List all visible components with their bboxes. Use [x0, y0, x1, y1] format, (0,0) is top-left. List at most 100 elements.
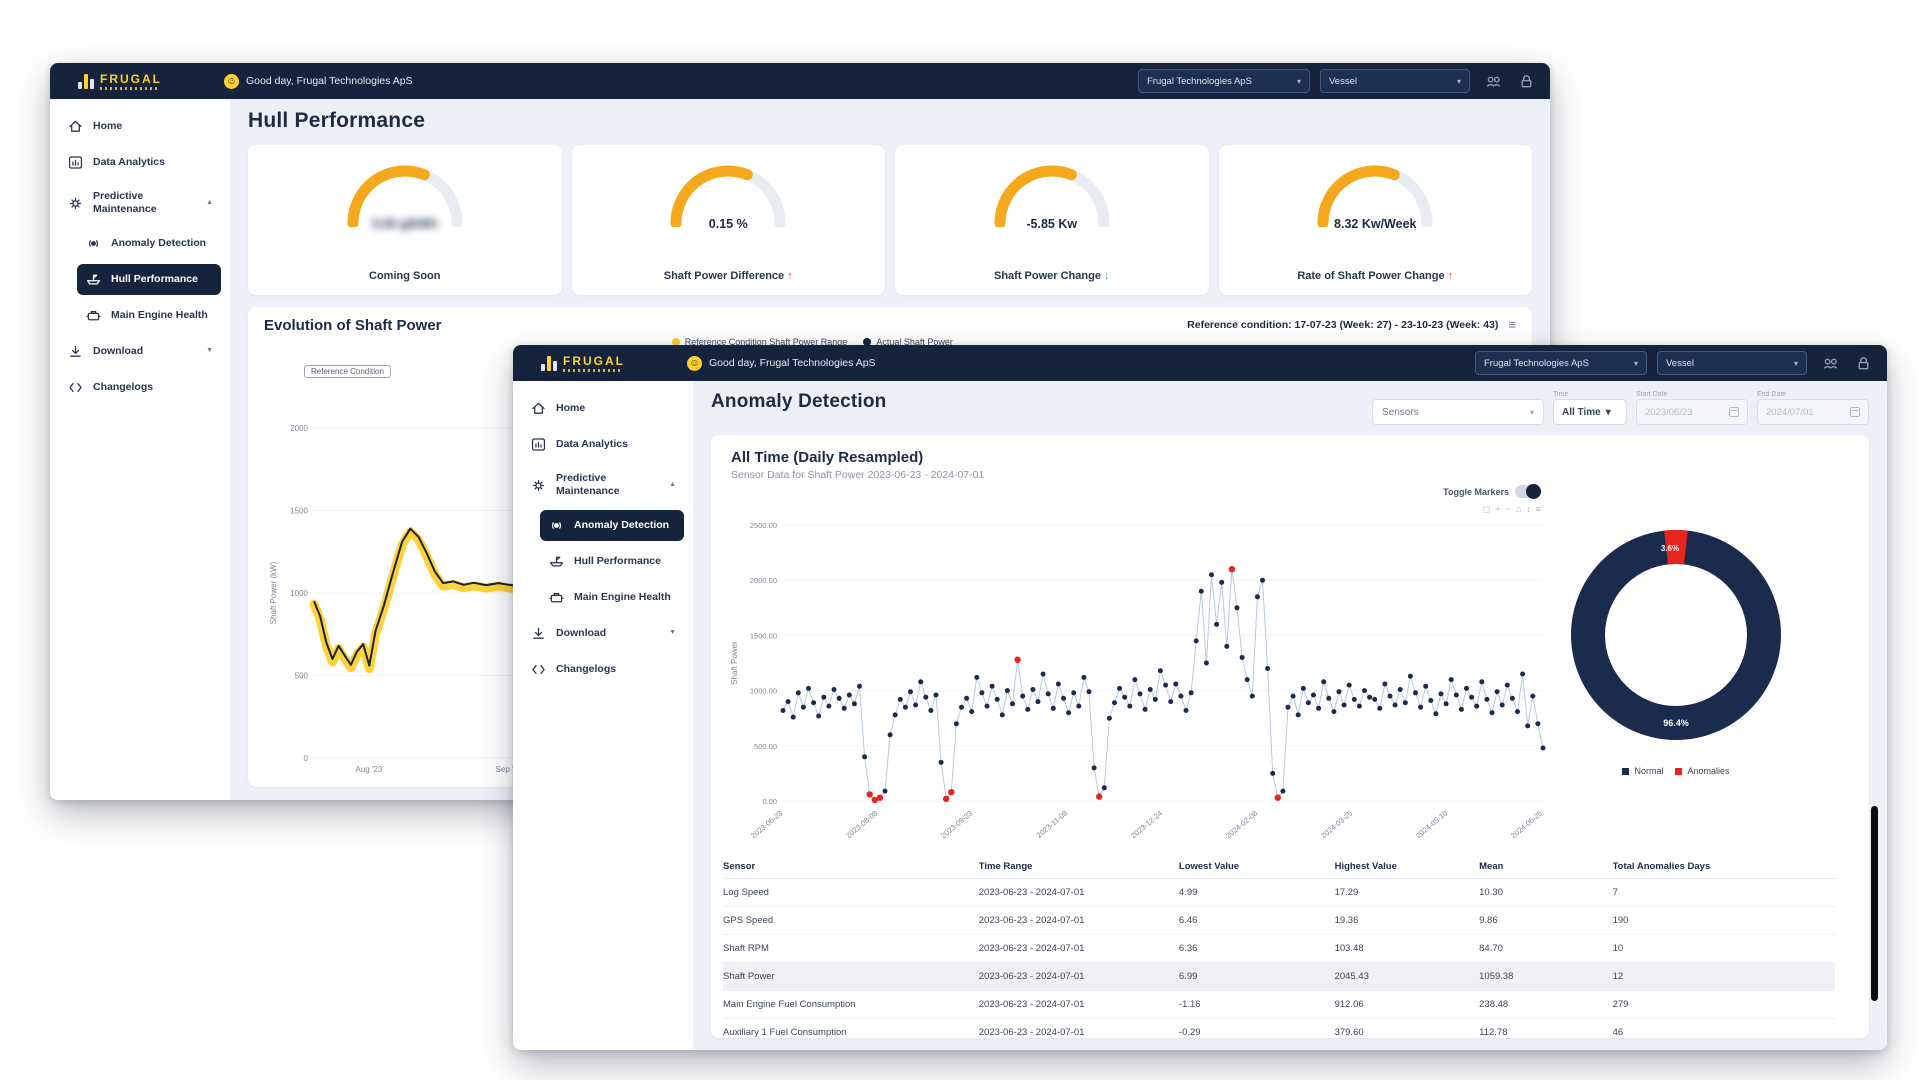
gauge-value: 8.32 Kw/Week [1334, 217, 1417, 231]
sidebar-item-hull-performance[interactable]: Hull Performance [77, 264, 221, 296]
gauge-card: 8.32 Kw/Week Rate of Shaft Power Change ↑ [1218, 145, 1532, 295]
menu-icon[interactable]: ≡ [1508, 317, 1516, 332]
column-header: Mean [1479, 861, 1504, 872]
gauge-value: -5.85 Kw [1026, 217, 1078, 231]
cell: -1.16 [1178, 999, 1201, 1010]
cell: 2023-06-23 - 2024-07-01 [978, 971, 1085, 982]
greeting-text: Good day, Frugal Technologies ApS [246, 75, 413, 87]
page-title: Hull Performance [248, 109, 426, 132]
sidebar-item-changelogs[interactable]: Changelogs [522, 654, 684, 685]
lock-icon[interactable] [1854, 354, 1873, 373]
front-topbar: FRUGAL ☺ Good day, Frugal Technologies A… [513, 345, 1887, 381]
company-select[interactable]: Frugal Technologies ApS ▾ [1475, 351, 1647, 375]
frugal-logo: FRUGAL [541, 355, 625, 372]
engine-icon [549, 593, 564, 603]
start-date-input[interactable]: 2023/06/23 [1636, 399, 1748, 425]
sidebar-item-label: Download [93, 345, 144, 358]
zoom-out-icon[interactable]: − [1505, 504, 1511, 514]
end-date-input[interactable]: 2024/07/01 [1757, 399, 1869, 425]
cell: 6.46 [1178, 915, 1198, 926]
menu-icon[interactable]: ≡ [1535, 504, 1541, 514]
frugal-logo: FRUGAL [78, 73, 162, 90]
home-icon[interactable]: ⌂ [1515, 504, 1522, 514]
sidebar-item-predictive-maintenance[interactable]: Predictive Maintenance ▲ [59, 183, 221, 223]
gauge-card: -5.85 Kw Shaft Power Change ↓ [895, 145, 1209, 295]
home-icon [532, 402, 545, 414]
sidebar-item-anomaly-detection[interactable]: Anomaly Detection [540, 510, 684, 542]
legend-label: Reference Condition Shaft Power Range [684, 337, 848, 347]
cell: 103.48 [1334, 943, 1364, 954]
sidebar-item-hull-performance[interactable]: Hull Performance [540, 546, 684, 577]
sidebar-item-download[interactable]: Download ▼ [59, 336, 221, 367]
table-row[interactable]: GPS Speed 2023-06-23 - 2024-07-01 6.46 19.3… [723, 907, 1835, 935]
table-row[interactable]: Main Engine Fuel Consumption 2023-06-23 -… [723, 991, 1835, 1019]
legend-item[interactable]: Reference Condition Shaft Power Range [671, 337, 848, 347]
svg-text:Sep '23: Sep '23 [496, 765, 523, 774]
table-header-row: Sensor Time Range Lowest Value Highest Valu… [723, 855, 1835, 879]
sidebar-item-main-engine-health[interactable]: Main Engine Health [77, 300, 221, 331]
sidebar-item-data-analytics[interactable]: Data Analytics [59, 147, 221, 178]
scatter-chart[interactable]: 2500.00 2000.00 1500.00 1000.00 500.00 0.00 Sh… [725, 509, 1547, 859]
svg-text:0.00: 0.00 [762, 797, 777, 806]
sidebar-item-home[interactable]: Home [522, 393, 684, 424]
sidebar-item-label: Home [93, 119, 123, 132]
trend-up-icon: ↑ [1447, 270, 1454, 282]
lock-icon[interactable] [1517, 72, 1536, 91]
cell: 2045.43 [1334, 971, 1369, 982]
legend-item[interactable]: Anomalies [1675, 766, 1730, 776]
cell: 2023-06-23 - 2024-07-01 [978, 1027, 1085, 1038]
sidebar-item-download[interactable]: Download ▼ [522, 618, 684, 649]
logo-text: FRUGAL [100, 71, 162, 86]
cell: 19.36 [1334, 915, 1359, 926]
sidebar-item-main-engine-health[interactable]: Main Engine Health [540, 582, 684, 613]
sidebar-item-data-analytics[interactable]: Data Analytics [522, 429, 684, 460]
cell: Log Speed [723, 887, 769, 898]
camera-icon[interactable]: ◻ [1482, 504, 1491, 514]
users-icon[interactable] [1484, 72, 1503, 91]
sidebar-item-changelogs[interactable]: Changelogs [59, 372, 221, 403]
toggle-markers-switch[interactable] [1515, 484, 1541, 499]
donut-legend: Normal Anomalies [1556, 766, 1796, 776]
table-row[interactable]: Shaft Power 2023-06-23 - 2024-07-01 6.99 20… [723, 963, 1835, 991]
table-row[interactable]: Auxiliary 1 Fuel Consumption 2023-06-23 -… [723, 1019, 1835, 1047]
cell: 379.60 [1334, 1027, 1364, 1038]
zoom-in-icon[interactable]: + [1495, 504, 1501, 514]
time-range-select[interactable]: All Time ▾ [1553, 399, 1627, 425]
svg-text:0: 0 [304, 754, 309, 763]
pan-icon[interactable]: ↕ [1526, 504, 1531, 514]
legend-item[interactable]: Normal [1622, 766, 1663, 776]
reference-condition-chip: Reference Condition [304, 365, 391, 378]
sensors-select[interactable]: Sensors ▾ [1372, 399, 1544, 425]
toggle-markers-box: Toggle Markers ◻ + − ⌂ ↕ ≡ [1411, 484, 1541, 515]
chart-modebar: ◻ + − ⌂ ↕ ≡ [1411, 504, 1541, 515]
vessel-select[interactable]: Vessel ▾ [1320, 69, 1470, 93]
cell: 4.99 [1178, 887, 1198, 898]
sidebar-item-label: Data Analytics [93, 155, 165, 168]
company-select[interactable]: Frugal Technologies ApS ▾ [1138, 69, 1310, 93]
legend-item[interactable]: Actual Shaft Power [863, 337, 953, 347]
table-row[interactable]: Log Speed 2023-06-23 - 2024-07-01 4.99 17.2… [723, 879, 1835, 907]
cell: 2023-06-23 - 2024-07-01 [978, 999, 1085, 1010]
cell: 238.48 [1479, 999, 1509, 1010]
sidebar-item-predictive-maintenance[interactable]: Predictive Maintenance ▲ [522, 465, 684, 505]
gauge-label: Rate of Shaft Power Change ↑ [1297, 270, 1454, 282]
users-icon[interactable] [1821, 354, 1840, 373]
table-row[interactable]: Shaft RPM 2023-06-23 - 2024-07-01 6.36 103.… [723, 935, 1835, 963]
cell: 12 [1612, 971, 1624, 982]
filters: Sensors ▾ Time All Time ▾ Start Date [1372, 391, 1869, 425]
maintenance-icon [69, 197, 82, 209]
chevron-down-icon: ▾ [1296, 76, 1301, 86]
svg-text:1500.00: 1500.00 [750, 631, 777, 640]
gauge-label: Coming Soon [369, 270, 441, 282]
svg-text:2023-08-08: 2023-08-08 [844, 809, 879, 841]
card-subtitle: Sensor Data for Shaft Power 2023-06-23 -… [731, 469, 985, 481]
scrollbar-thumb[interactable] [1871, 806, 1878, 1001]
sidebar-item-anomaly-detection[interactable]: Anomaly Detection [77, 228, 221, 259]
logo-dots [100, 86, 158, 90]
sidebar-item-home[interactable]: Home [59, 111, 221, 142]
logo-bars-icon [541, 355, 557, 371]
company-select-value: Frugal Technologies ApS [1147, 75, 1252, 87]
vessel-select[interactable]: Vessel ▾ [1657, 351, 1807, 375]
sensor-table: Sensor Time Range Lowest Value Highest Valu… [723, 855, 1835, 1047]
